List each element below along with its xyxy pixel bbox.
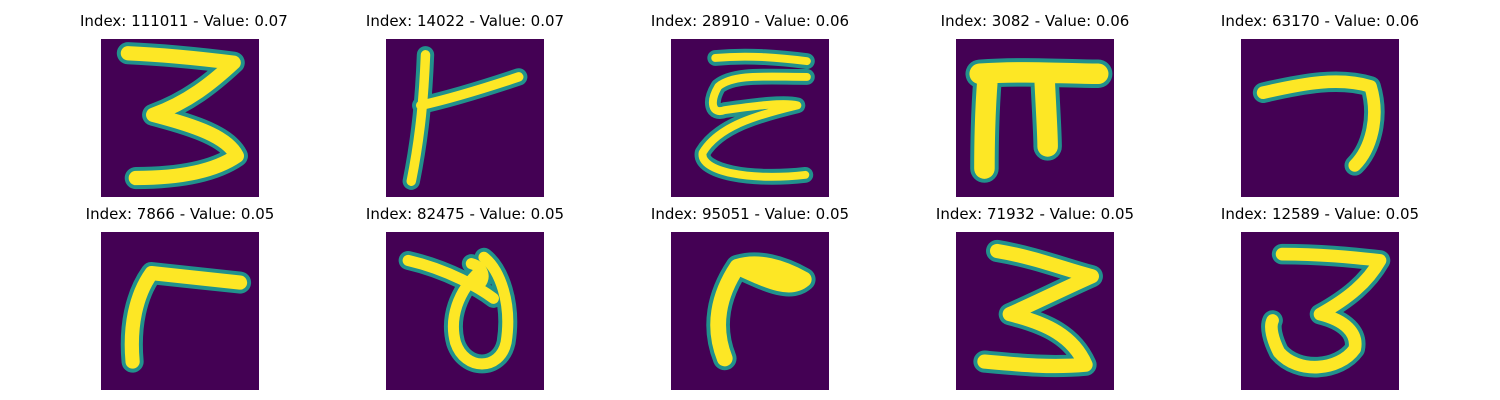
digit-glyph-svg — [1252, 71, 1385, 176]
glyph-stroke — [977, 243, 1099, 374]
panel-title: Index: 95051 - Value: 0.05 — [650, 205, 850, 223]
digit-image — [101, 232, 259, 390]
digit-image — [386, 232, 544, 390]
glyph-stroke — [120, 46, 244, 186]
glyph-stroke — [402, 251, 514, 370]
glyph-stroke — [1256, 75, 1381, 172]
digit-glyph-svg — [973, 239, 1103, 378]
digit-glyph-svg — [402, 46, 528, 190]
digit-glyph-svg — [120, 262, 252, 373]
glyph-stroke — [1265, 247, 1387, 374]
panel-title: Index: 7866 - Value: 0.05 — [85, 205, 275, 223]
panel-title: Index: 63170 - Value: 0.06 — [1220, 12, 1420, 30]
glyph-stroke — [698, 52, 811, 181]
digit-glyph-svg — [398, 247, 518, 374]
digit-glyph-svg — [965, 58, 1113, 183]
digit-glyph-svg — [706, 252, 816, 371]
digit-image — [956, 232, 1114, 390]
digit-image — [1241, 232, 1399, 390]
digit-image — [671, 39, 829, 197]
panel-title: Index: 14022 - Value: 0.07 — [365, 12, 565, 30]
panel-title: Index: 111011 - Value: 0.07 — [80, 12, 288, 30]
panel-title: Index: 28910 - Value: 0.06 — [650, 12, 850, 30]
glyph-stroke — [124, 265, 248, 369]
digit-image — [101, 39, 259, 197]
digit-glyph-svg — [694, 48, 815, 185]
panel-title: Index: 3082 - Value: 0.06 — [940, 12, 1130, 30]
panel-title: Index: 82475 - Value: 0.05 — [365, 205, 565, 223]
panel-title: Index: 12589 - Value: 0.05 — [1220, 205, 1420, 223]
glyph-stroke — [710, 256, 812, 367]
digit-glyph-svg — [1261, 243, 1391, 378]
digit-image — [671, 232, 829, 390]
glyph-stroke — [969, 62, 1109, 179]
digit-image — [386, 39, 544, 197]
glyph-stroke — [406, 50, 524, 186]
digit-image — [956, 39, 1114, 197]
panel-title: Index: 71932 - Value: 0.05 — [935, 205, 1135, 223]
digit-glyph-svg — [116, 42, 248, 190]
digit-image — [1241, 39, 1399, 197]
